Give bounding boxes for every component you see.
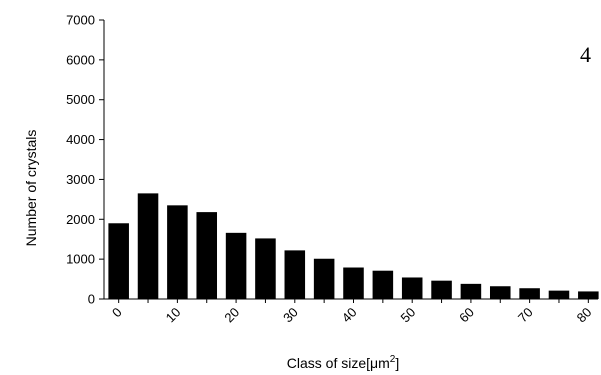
y-tick-label: 6000 — [66, 52, 95, 67]
x-tick-label: 20 — [221, 305, 242, 326]
bar-70 — [519, 288, 540, 299]
bars-group — [108, 193, 599, 299]
y-tick-label: 1000 — [66, 252, 95, 267]
bar-25 — [255, 238, 276, 299]
bar-75 — [548, 290, 570, 299]
x-axis-title-superscript: 2 — [390, 354, 396, 365]
bar-65 — [489, 286, 511, 299]
bar-40 — [343, 267, 364, 299]
bar-55 — [431, 280, 452, 299]
x-tick-label: 50 — [397, 305, 418, 326]
x-tick-label: 80 — [574, 305, 595, 326]
bar-30 — [284, 250, 306, 299]
x-axis-title-end: ] — [395, 355, 399, 371]
bar-50 — [401, 277, 423, 299]
bar-45 — [372, 270, 394, 299]
y-axis-title: Number of crystals — [23, 130, 39, 247]
bar-10 — [167, 205, 188, 299]
x-tick-label: 30 — [280, 305, 301, 326]
x-tick-label: 40 — [339, 305, 360, 326]
x-axis-title: Class of size[μm2] — [287, 354, 399, 371]
bar-15 — [196, 212, 218, 299]
bar-0 — [108, 223, 129, 299]
x-tick-label: 70 — [515, 305, 536, 326]
x-tick-label: 10 — [163, 305, 184, 326]
y-tick-label: 5000 — [66, 92, 95, 107]
bar-60 — [460, 283, 482, 299]
y-tick-label: 2000 — [66, 212, 95, 227]
panel-label: 4 — [580, 42, 591, 67]
y-tick-label: 3000 — [66, 172, 95, 187]
bar-35 — [313, 258, 335, 299]
x-axis-title-main: Class of size[μm — [287, 355, 390, 371]
bar-80 — [578, 291, 599, 299]
y-tick-label: 7000 — [66, 13, 95, 28]
bar-20 — [225, 232, 247, 299]
bar-5 — [137, 193, 159, 299]
x-tick-label: 60 — [456, 305, 477, 326]
y-tick-label: 0 — [88, 292, 95, 307]
y-tick-label: 4000 — [66, 132, 95, 147]
x-tick-label: 0 — [109, 305, 125, 321]
y-ticks-group: 0 1000 2000 3000 4000 5000 6000 7000 — [66, 13, 104, 307]
x-ticks-group: 0 10 20 30 40 50 60 70 80 — [109, 299, 594, 325]
